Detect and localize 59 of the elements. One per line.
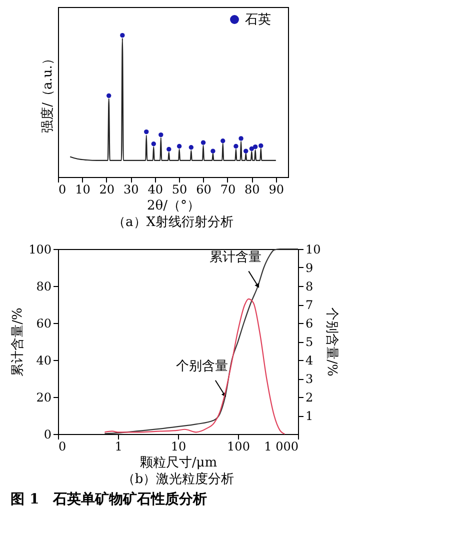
x-tick-label: 20	[99, 182, 115, 196]
point	[151, 142, 156, 146]
x-tick-label: 40	[148, 182, 163, 196]
y2-axis-title: 个别含量/%	[324, 308, 339, 376]
point	[144, 129, 149, 134]
point	[244, 148, 248, 154]
x-tick-label: 80	[244, 182, 260, 196]
legend-label: 石英	[245, 12, 271, 28]
caption: 图 1 石英单矿物矿石性质分析	[10, 490, 208, 508]
point	[166, 146, 172, 152]
y2-tick-label: 9	[306, 261, 314, 275]
y2-tick-label: 7	[306, 298, 314, 312]
point	[200, 140, 206, 145]
y2-tick-label: 2	[306, 390, 314, 404]
text: （b）激光粒度分析	[122, 471, 234, 487]
x-tick-label: 0	[58, 440, 66, 454]
y-tick-label: 40	[36, 354, 52, 368]
point	[176, 144, 182, 149]
y2-tick-label: 3	[306, 372, 314, 386]
x-tick-label: 1 000	[264, 440, 298, 454]
y-axis-title: 累计含量/%	[10, 308, 26, 376]
x-tick-label: 50	[172, 182, 188, 196]
x-axis-title: 2θ/（°）	[147, 198, 200, 214]
y2-tick-label: 5	[306, 335, 314, 349]
y2-tick-label: 8	[306, 280, 314, 294]
y2-tick-label: 1	[306, 409, 314, 423]
x-tick-label: 30	[123, 182, 139, 196]
y2-tick-label: 6	[306, 316, 314, 330]
y2-tick-label: 10	[306, 242, 321, 256]
x-tick-label: 70	[220, 182, 236, 196]
y-axis-title: 强度/（a.u.）	[40, 52, 56, 133]
x-axis-title: 颗粒尺寸/μm	[140, 456, 218, 470]
x-tick-label: 10	[75, 182, 90, 196]
x-tick-label: 60	[196, 182, 212, 196]
y2-tick-label: 4	[306, 354, 314, 368]
point	[249, 146, 254, 152]
point	[210, 148, 216, 154]
point	[220, 138, 226, 144]
x-tick-label: 10	[170, 440, 186, 454]
y-tick-label: 0	[44, 428, 52, 442]
x-tick-label: 0	[58, 182, 66, 196]
x-tick-label: 100	[227, 440, 250, 454]
point	[234, 144, 238, 149]
point	[238, 136, 244, 141]
point	[120, 32, 125, 38]
point	[252, 144, 258, 150]
annotation: 累计含量	[209, 250, 262, 265]
y-tick-label: 80	[36, 280, 52, 294]
point	[188, 145, 194, 150]
y-tick-label: 60	[36, 316, 52, 330]
annotation: 个别含量	[176, 358, 228, 374]
y-tick-label: 100	[28, 242, 52, 256]
point	[106, 93, 112, 98]
point	[158, 132, 164, 138]
text: （a）X射线衍射分析	[112, 215, 234, 230]
x-tick-label: 1	[114, 440, 122, 454]
x-tick-label: 90	[268, 182, 284, 196]
point	[258, 143, 264, 148]
y-tick-label: 20	[36, 390, 52, 404]
